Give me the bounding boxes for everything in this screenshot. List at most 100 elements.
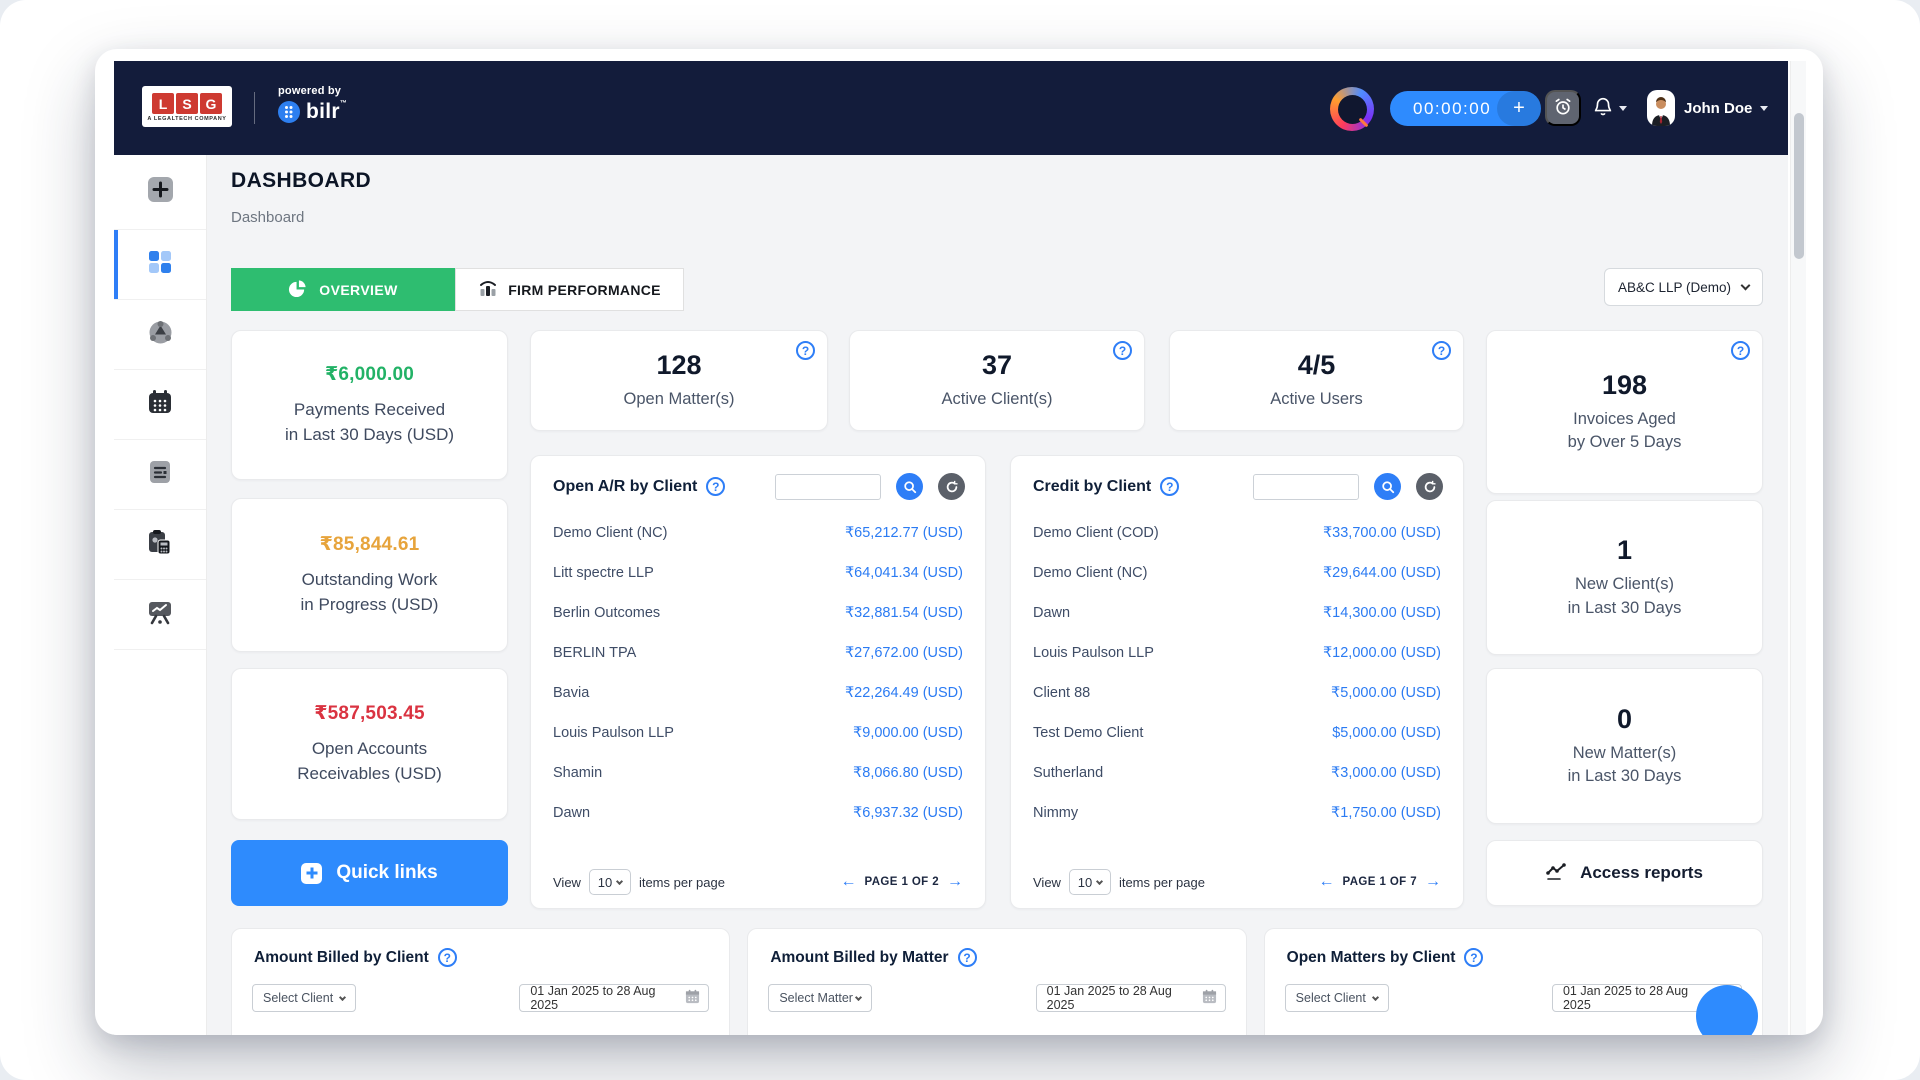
client-amount: ₹3,000.00 (USD) [1331,765,1441,781]
avatar[interactable] [1647,90,1675,126]
help-icon[interactable]: ? [1160,477,1180,496]
sidebar-item-workflow[interactable] [114,300,206,370]
next-page-arrow[interactable]: → [947,873,963,890]
sidebar-item-dashboard[interactable] [114,230,206,300]
dashboard-tabs: OVERVIEW FIRM PERFORMANCE [231,268,684,311]
prev-page-arrow[interactable]: ← [1318,873,1335,890]
table-row: Louis Paulson LLP ₹12,000.00 (USD) [1011,633,1463,673]
entity-select-dropdown[interactable]: Select Client [1284,984,1389,1012]
dashboard-icon [147,249,173,280]
active-users-value: 4/5 [1297,349,1336,380]
vertical-scrollbar[interactable] [1790,61,1806,1035]
page-size-select[interactable]: 10 [1068,869,1111,895]
refresh-button[interactable] [938,473,965,500]
entity-select-dropdown[interactable]: Select Client [252,984,356,1012]
help-icon[interactable]: ? [957,948,977,967]
chevron-down-icon [1740,280,1751,290]
search-button[interactable] [896,473,923,500]
sidebar-item-calendar[interactable] [114,370,206,440]
date-range-input[interactable]: 01 Jan 2025 to 28 Aug 2025 [1035,984,1226,1012]
client-amount: ₹32,881.54 (USD) [844,605,963,621]
sidebar-item-notes[interactable] [114,440,206,510]
notes-icon [147,459,173,490]
user-menu[interactable]: John Doe [1684,100,1769,117]
entity-select-dropdown[interactable]: Select Matter [768,984,873,1012]
search-button[interactable] [1374,473,1401,500]
table-row: Nimmy ₹1,750.00 (USD) [1011,793,1463,833]
table-row: Demo Client (NC) ₹29,644.00 (USD) [1011,553,1463,593]
access-reports-card: Access reports [1486,840,1763,906]
client-name: Demo Client (NC) [1033,565,1148,581]
client-amount: ₹12,000.00 (USD) [1322,645,1441,661]
help-icon[interactable]: ? [1464,948,1484,967]
help-icon[interactable]: ? [1432,341,1451,360]
table-row: Dawn ₹14,300.00 (USD) [1011,593,1463,633]
chevron-down-icon [1371,993,1379,1001]
notifications-menu[interactable] [1592,94,1627,123]
client-name: Berlin Outcomes [553,605,661,621]
sidebar-item-reports[interactable] [114,580,206,650]
alarm-clock-button[interactable] [1545,90,1581,126]
chart-panel: Open Matters by Client ? Select Client 0… [1263,928,1763,1035]
bell-icon [1592,94,1614,123]
date-range-input[interactable]: 01 Jan 2025 to 28 Aug 2025 [519,984,710,1012]
table-row: Client 88 ₹5,000.00 (USD) [1011,673,1463,713]
assistant-q-logo-icon[interactable] [1330,87,1374,131]
help-icon[interactable]: ? [437,948,457,967]
sidebar-item-add[interactable] [114,155,206,230]
timer-value: 00:00:00 [1413,98,1492,118]
table-row: Sutherland ₹3,000.00 (USD) [1011,753,1463,793]
timer-widget[interactable]: 00:00:00 + [1390,91,1541,126]
client-name: Litt spectre LLP [553,565,654,581]
client-name: Dawn [553,805,591,821]
table-row: Litt spectre LLP ₹64,041.34 (USD) [531,553,985,593]
open-matters-label: Open Matter(s) [623,389,735,408]
refresh-button[interactable] [1416,473,1443,500]
new-matters-card: 0 New Matter(s) in Last 30 Days [1486,668,1763,824]
pagination: ← PAGE 1 OF 7 → [1319,874,1441,890]
lsg-letters: L S G [152,93,222,114]
help-icon[interactable]: ? [1113,341,1132,360]
chevron-down-icon [616,877,624,885]
panel-title: Amount Billed by Matter [770,948,949,966]
credit-panel: Credit by Client ? Demo Client (COD) ₹33… [1010,455,1464,909]
chevron-down-icon [1760,106,1769,111]
table-row: Louis Paulson LLP ₹9,000.00 (USD) [531,713,985,753]
add-timer-button[interactable]: + [1497,91,1541,126]
payments-received-card: ₹6,000.00 Payments Received in Last 30 Da… [231,330,508,480]
invoices-aged-value: 198 [1601,369,1648,400]
chart-panel: Amount Billed by Matter ? Select Matter … [747,928,1247,1035]
floating-assistant-button[interactable] [1696,985,1758,1035]
page-size-select[interactable]: 10 [588,869,631,895]
access-reports-button[interactable]: Access reports [1487,841,1762,905]
new-clients-card: 1 New Client(s) in Last 30 Days [1486,500,1763,655]
next-page-arrow[interactable]: → [1425,873,1441,890]
alarm-clock-icon [1553,97,1573,120]
trademark-symbol: ™ [339,100,348,107]
help-icon[interactable]: ? [706,477,726,496]
table-row: Shamin ₹8,066.80 (USD) [531,753,985,793]
table-row: Dawn ₹6,937.32 (USD) [531,793,985,833]
billing-calculator-icon [146,528,174,561]
main-content: DASHBOARD Dashboard OVERVIEW [207,155,1788,1035]
outstanding-wip-card: ₹85,844.61 Outstanding Work in Progress (… [231,498,508,652]
payments-amount: ₹6,000.00 [325,364,414,386]
help-icon[interactable]: ? [1731,341,1750,360]
credit-search-input[interactable] [1253,473,1359,500]
tab-firm-performance[interactable]: FIRM PERFORMANCE [455,268,684,311]
client-name: Louis Paulson LLP [1033,645,1154,661]
sidebar-item-billing[interactable] [114,510,206,580]
tab-overview[interactable]: OVERVIEW [231,268,455,311]
top-navbar: L S G A LEGALTECH COMPANY powered by bil… [114,61,1788,155]
tab-firm-performance-label: FIRM PERFORMANCE [508,281,661,298]
firm-select-value: AB&C LLP (Demo) [1617,279,1732,295]
items-per-page-label: items per page [638,874,725,890]
open-ar-search-input[interactable] [775,473,881,500]
prev-page-arrow[interactable]: ← [840,873,857,890]
help-icon[interactable]: ? [796,341,815,360]
quick-links-button[interactable]: Quick links [231,840,508,906]
firm-select-dropdown[interactable]: AB&C LLP (Demo) [1604,268,1763,306]
user-name: John Doe [1684,100,1753,117]
scrollbar-thumb[interactable] [1794,113,1804,259]
breadcrumb: Dashboard [231,209,305,226]
